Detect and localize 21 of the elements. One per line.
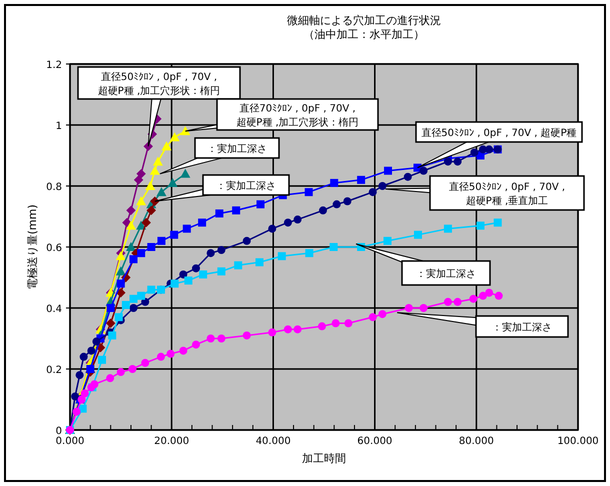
y-tick-label: 0.2: [46, 365, 62, 376]
annotation: 直径50ﾐｸﾛﾝ , 0pF , 70V , 超硬P種: [421, 127, 577, 139]
chart-title: 微細軸による穴加工の進行状況: [287, 14, 441, 27]
x-tick-label: 0.000: [56, 436, 84, 447]
annotation: 直径50ﾐｸﾛﾝ , 0pF , 70V , 超硬P種 ,加工穴形状：楕円: [98, 71, 220, 97]
y-tick-label: 1.2: [46, 60, 62, 71]
annotation: 直径50ﾐｸﾛﾝ , 0pF , 70V , 超硬P種 ,垂直加工: [448, 181, 566, 207]
y-tick-label: 0.4: [46, 304, 62, 315]
x-tick-label: 100.000: [557, 436, 599, 447]
y-tick-label: 0.6: [46, 243, 62, 254]
x-axis-title: 加工時間: [302, 452, 346, 465]
annotation: ：実加工深さ: [492, 322, 552, 334]
y-tick-label: 0: [56, 426, 62, 437]
y-tick-label: 1: [56, 121, 62, 132]
x-tick-label: 80.000: [458, 436, 494, 447]
x-tick-label: 40.000: [256, 436, 291, 447]
x-tick-label: 20.000: [154, 436, 190, 447]
y-tick-label: 0.8: [46, 182, 62, 193]
chart-subtitle: （油中加工：水平加工）: [304, 28, 424, 41]
x-tick-label: 60.000: [357, 436, 392, 447]
y-axis-title: 電極送り量(mm): [26, 204, 39, 290]
